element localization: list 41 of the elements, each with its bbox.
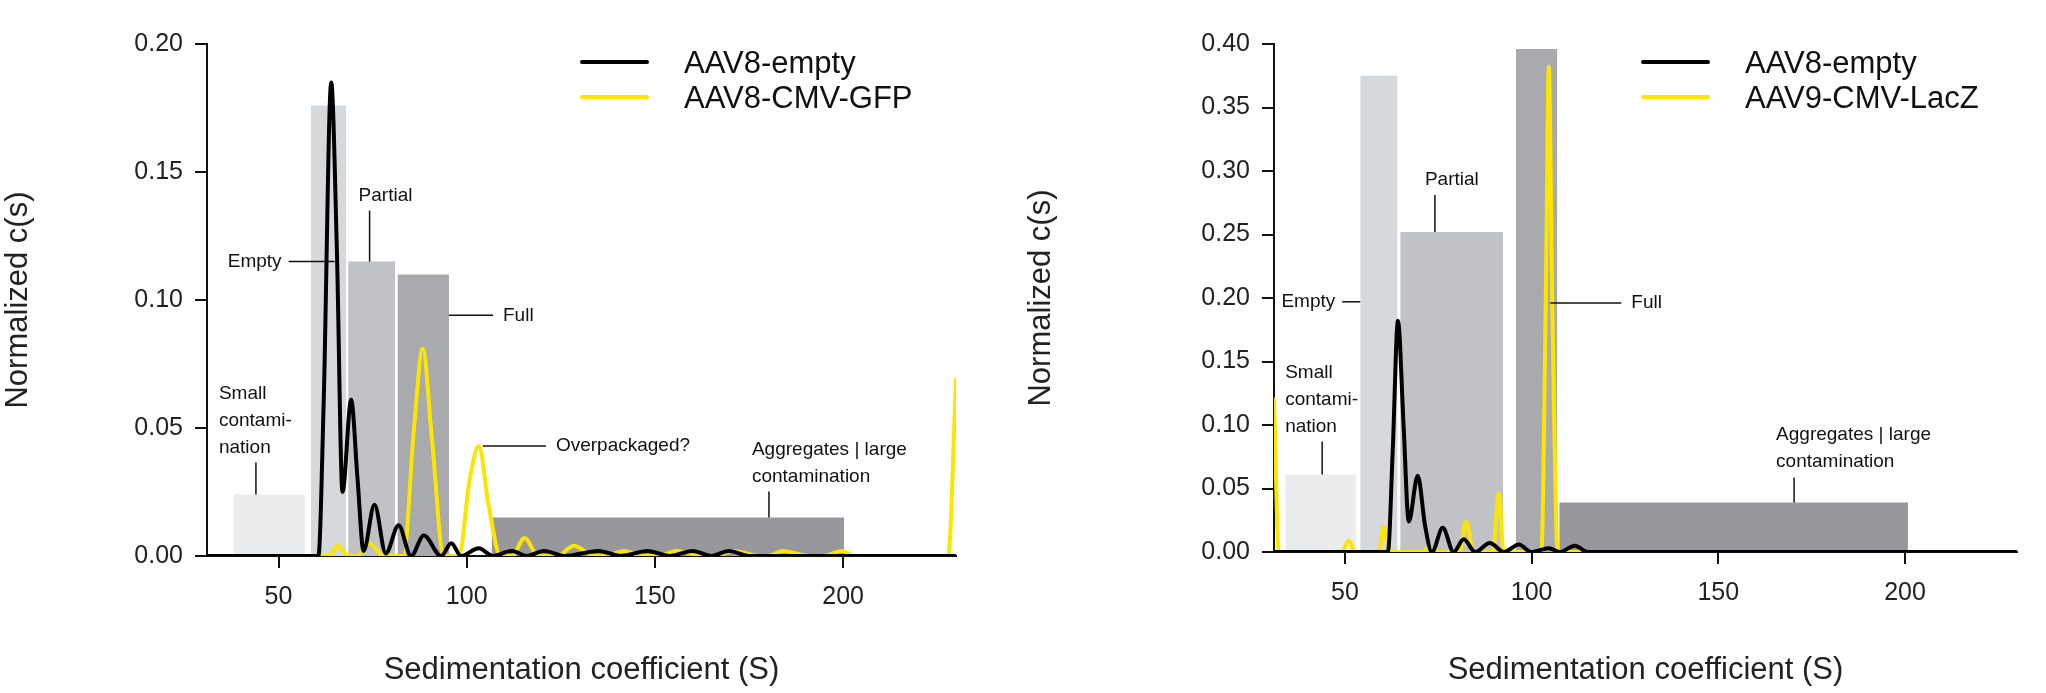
y-tick-label: 0.25: [1201, 218, 1250, 247]
legend-label: AAV8-empty: [684, 44, 857, 80]
y-tick-label: 0.40: [1201, 27, 1250, 56]
y-tick-label: 0.00: [134, 539, 183, 568]
y-tick-label: 0.30: [1201, 154, 1250, 183]
x-tick-label: 200: [1884, 576, 1926, 605]
x-tick-label: 100: [445, 580, 488, 609]
x-tick-label: 150: [634, 580, 676, 609]
annotation: Aggregates | large contamination: [1776, 423, 1932, 472]
y-tick-label: 0.15: [134, 155, 183, 184]
y-tick-label: 0.05: [1201, 472, 1250, 501]
y-axis-title: Normalized c(s): [0, 191, 35, 409]
x-tick-label: 100: [1510, 576, 1553, 605]
annotation: Overpackaged?: [555, 434, 691, 456]
x-tick-label: 50: [1331, 576, 1359, 605]
legend-label: AAV9-CMV-LacZ: [1745, 79, 1979, 115]
annotation: Full: [503, 303, 534, 325]
annotation: Partial: [358, 183, 413, 205]
y-tick-label: 0.10: [134, 283, 183, 312]
x-tick-label: 200: [822, 580, 864, 609]
x-tick-label: 150: [1697, 576, 1740, 605]
y-tick-label: 0.20: [1201, 281, 1250, 310]
annotation: Aggregates | large contamination: [751, 437, 907, 486]
y-tick-label: 0.20: [134, 27, 183, 56]
annotation: Empty: [1281, 290, 1336, 312]
annotation: Small contami- nation: [218, 381, 292, 457]
y-axis-title: Normalized c(s): [1022, 189, 1058, 407]
y-tick-label: 0.10: [1201, 408, 1250, 437]
x-tick-label: 50: [264, 580, 293, 609]
y-tick-label: 0.00: [1201, 535, 1250, 564]
annotation: Partial: [1424, 167, 1479, 189]
annotation: Full: [1631, 291, 1662, 313]
y-tick-label: 0.15: [1201, 345, 1250, 374]
legend-label: AAV8-empty: [1745, 44, 1918, 80]
y-tick-label: 0.35: [1201, 91, 1250, 120]
x-axis-title: Sedimentation coefficient (S): [1447, 650, 1844, 686]
y-tick-label: 0.05: [134, 411, 183, 440]
annotation: Empty: [227, 249, 283, 271]
legend-label: AAV8-CMV-GFP: [684, 79, 913, 115]
annotation: Small contami- nation: [1285, 360, 1359, 436]
x-axis-title: Sedimentation coefficient (S): [383, 650, 780, 686]
